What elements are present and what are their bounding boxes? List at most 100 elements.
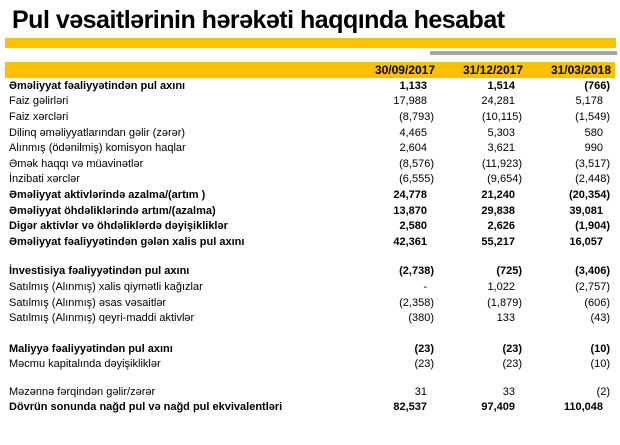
value-cell: 1,514	[487, 79, 515, 92]
row-label: İnzibati xərclər	[9, 173, 80, 186]
value-cell: 133	[496, 312, 515, 325]
column-header-2: 31/12/2017	[462, 63, 523, 77]
row-label: Əməliyyat aktivlərində azalma/(artım )	[9, 188, 206, 201]
value-cell: 31	[414, 385, 427, 398]
value-cell: (1,879)	[487, 296, 522, 309]
row-label: Əməliyyat fəaliyyətindən pul axını	[9, 79, 186, 92]
value-cell: 1,022	[487, 280, 515, 293]
row-label: Satılmış (Alınmış) əsas vəsaitlər	[9, 296, 167, 309]
value-cell: 2,580	[399, 220, 427, 233]
value-cell: (2)	[596, 385, 610, 398]
table-row: Digər aktivlər və öhdəliklərdə dəyişikli…	[5, 218, 615, 234]
value-cell: 17,988	[393, 95, 427, 108]
table-row: Əməliyyat fəaliyyətindən pul axını 1,133 1…	[5, 78, 615, 94]
value-cell: (23)	[502, 358, 522, 371]
row-label: Məzənnə fərqindən gəlir/zərər	[9, 385, 156, 398]
table-row: Satılmış (Alınmış) xalis qiymətli kağızl…	[5, 279, 615, 295]
value-cell: 580	[584, 126, 603, 139]
table-body: Əməliyyat fəaliyyətindən pul axını 1,133 1…	[5, 78, 615, 415]
table-row: Maliyyə fəaliyyətindən pul axını (23) (23)…	[5, 341, 615, 357]
spacer-row	[5, 326, 615, 341]
table-row: Faiz gəlirləri 17,988 24,281 5,178	[5, 94, 615, 110]
value-cell: (23)	[414, 342, 434, 355]
column-header-1: 30/09/2017	[374, 63, 435, 77]
row-label: Dilinq əməliyyatlarından gəlir (zərər)	[9, 126, 186, 139]
column-header-3: 31/03/2018	[550, 63, 611, 77]
row-label: Əməliyyat fəaliyyətindən gələn xalis pul…	[9, 235, 245, 248]
value-cell: (766)	[584, 79, 610, 92]
table-row: Faiz xərcləri (8,793) (10,115) (1,549)	[5, 109, 615, 125]
value-cell: (2,757)	[575, 280, 610, 293]
table-row: Alınmış (ödənilmiş) komisyon haqlar 2,604…	[5, 140, 615, 156]
value-cell: (2,738)	[399, 265, 434, 278]
value-cell: 33	[502, 385, 515, 398]
row-label: Digər aktivlər və öhdəliklərdə dəyişikli…	[9, 220, 228, 233]
row-label: Satılmış (Alınmış) qeyri-maddi aktivlər	[9, 312, 195, 325]
table-row: İnvestisiya fəaliyyətindən pul axını (2,7…	[5, 264, 615, 280]
value-cell: (23)	[414, 358, 434, 371]
table-row: Məcmu kapitalında dəyişikliklər (23) (23) (…	[5, 357, 615, 373]
table-row: Dövrün sonunda nağd pul və nağd pul ekvi…	[5, 400, 615, 416]
value-cell: 990	[584, 142, 603, 155]
value-cell: (9,654)	[487, 173, 522, 186]
value-cell: 1,133	[399, 79, 427, 92]
table-row: Məzənnə fərqindən gəlir/zərər 31 33 (2)	[5, 384, 615, 400]
value-cell: (380)	[408, 312, 434, 325]
spacer-row	[5, 372, 615, 384]
value-cell: (2,448)	[575, 173, 610, 186]
row-label: Əməliyyat öhdəliklərində artım/(azalma)	[9, 204, 216, 217]
value-cell: 110,048	[563, 401, 603, 414]
value-cell: 24,281	[481, 95, 515, 108]
table-row: Əməliyyat fəaliyyətindən gələn xalis pul…	[5, 234, 615, 250]
value-cell: 29,838	[481, 204, 515, 217]
value-cell: 21,240	[481, 188, 515, 201]
value-cell: (10,115)	[481, 110, 522, 123]
title-underline-bar	[5, 38, 616, 48]
value-cell: (606)	[584, 296, 610, 309]
row-label: Faiz xərcləri	[9, 110, 69, 123]
value-cell: (43)	[590, 312, 610, 325]
value-cell: 2,626	[487, 220, 515, 233]
value-cell: (23)	[502, 342, 522, 355]
cash-flow-table: 30/09/2017 31/12/2017 31/03/2018 Əməliyy…	[5, 62, 615, 415]
table-row: Satılmış (Alınmış) əsas vəsaitlər (2,358)…	[5, 295, 615, 311]
value-cell: 5,303	[487, 126, 515, 139]
value-cell: 13,870	[393, 204, 427, 217]
row-label: İnvestisiya fəaliyyətindən pul axını	[9, 265, 190, 278]
row-label: Əmək haqqı və müavinətlər	[9, 157, 144, 170]
value-cell: (11,923)	[481, 157, 522, 170]
value-cell: 42,361	[393, 235, 427, 248]
value-cell: (725)	[496, 265, 522, 278]
value-cell: (10)	[590, 358, 610, 371]
value-cell: 39,081	[569, 204, 603, 217]
row-label: Faiz gəlirləri	[9, 95, 69, 108]
value-cell: (10)	[590, 342, 610, 355]
table-row: Əmək haqqı və müavinətlər (8,576) (11,923)…	[5, 156, 615, 172]
gray-accent-bar	[430, 51, 617, 55]
value-cell: 97,409	[481, 401, 515, 414]
row-label: Alınmış (ödənilmiş) komisyon haqlar	[9, 142, 186, 155]
value-cell: (1,549)	[575, 110, 610, 123]
page-title: Pul vəsaitlərinin hərəkəti haqqında hesa…	[12, 6, 505, 34]
value-cell: 3,621	[487, 142, 515, 155]
value-cell: (8,576)	[399, 157, 434, 170]
value-cell: (2,358)	[399, 296, 434, 309]
value-cell: (6,555)	[399, 173, 434, 186]
table-row: İnzibati xərclər (6,555) (9,654) (2,448)	[5, 172, 615, 188]
spacer-row	[5, 250, 615, 264]
table-header-row: 30/09/2017 31/12/2017 31/03/2018	[5, 62, 615, 78]
value-cell: 2,604	[399, 142, 427, 155]
value-cell: (1,904)	[575, 220, 610, 233]
value-cell: (20,354)	[569, 188, 610, 201]
table-row: Dilinq əməliyyatlarından gəlir (zərər) 4,…	[5, 125, 615, 141]
value-cell: 55,217	[481, 235, 515, 248]
table-row: Əməliyyat aktivlərində azalma/(artım ) 24…	[5, 187, 615, 203]
table-row: Əməliyyat öhdəliklərində artım/(azalma) 1…	[5, 203, 615, 219]
value-cell: -	[423, 280, 427, 293]
value-cell: (8,793)	[399, 110, 434, 123]
value-cell: 82,537	[393, 401, 427, 414]
row-label: Dövrün sonunda nağd pul və nağd pul ekvi…	[9, 401, 283, 414]
value-cell: 24,778	[393, 188, 427, 201]
row-label: Maliyyə fəaliyyətindən pul axını	[9, 342, 173, 355]
